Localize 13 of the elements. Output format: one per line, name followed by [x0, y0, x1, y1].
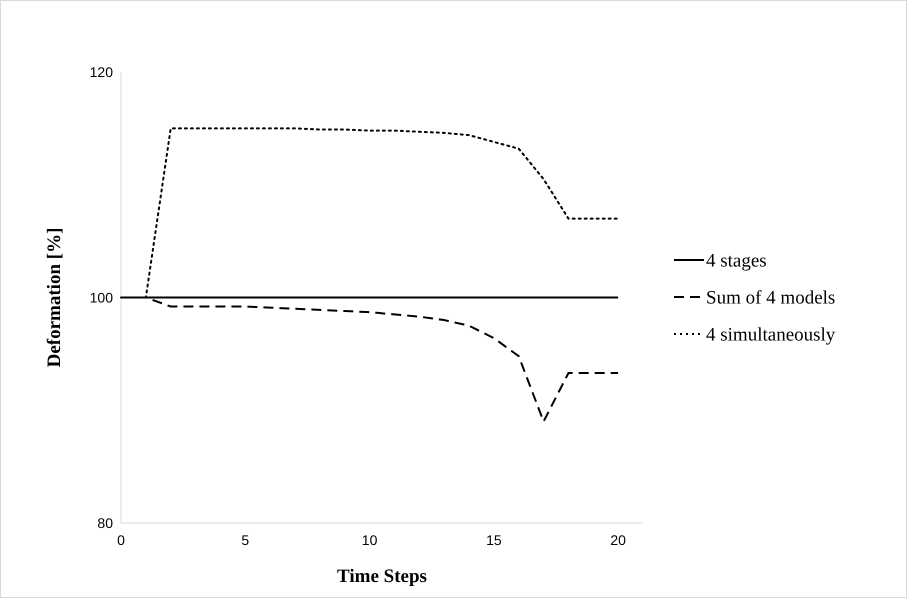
- legend-label: 4 simultaneously: [706, 324, 836, 346]
- y-tick-label: 120: [90, 64, 114, 80]
- x-tick-label: 15: [486, 532, 502, 548]
- y-tick-label: 80: [97, 514, 114, 531]
- y-axis-title: Deformation [%]: [44, 228, 65, 368]
- x-tick-label: 0: [117, 532, 126, 548]
- legend-label: 4 stages: [706, 250, 767, 272]
- x-tick-label: 10: [362, 532, 378, 548]
- x-tick-label: 5: [241, 532, 250, 548]
- x-tick-label: 20: [610, 532, 626, 548]
- x-axis-title: Time Steps: [337, 566, 427, 587]
- y-tick-label: 100: [90, 289, 114, 306]
- legend-label: Sum of 4 models: [706, 288, 836, 309]
